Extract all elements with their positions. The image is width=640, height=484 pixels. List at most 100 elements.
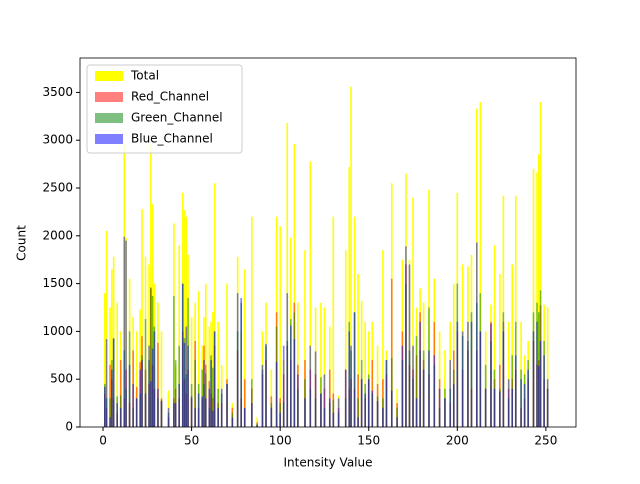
bar [332, 412, 335, 427]
bar [470, 321, 473, 427]
bar [328, 369, 331, 427]
y-tick-label: 2000 [42, 228, 73, 242]
bar [479, 331, 482, 427]
bar [183, 342, 186, 427]
bar [105, 339, 108, 427]
bar [125, 240, 127, 427]
y-tick-label: 0 [65, 420, 73, 434]
bar [240, 297, 242, 427]
bar [309, 161, 312, 427]
bar [320, 302, 322, 427]
x-tick-label: 250 [534, 434, 557, 448]
bar [109, 417, 111, 427]
bar [490, 323, 492, 427]
bar [456, 321, 459, 427]
bar [139, 369, 142, 427]
bar [178, 383, 180, 427]
y-tick-label: 3000 [42, 133, 73, 147]
y-tick-label: 2500 [42, 181, 73, 195]
bar [217, 321, 219, 427]
bar [197, 291, 200, 427]
bar [212, 367, 214, 427]
bar [461, 331, 464, 427]
bar [546, 307, 549, 427]
bar [213, 331, 216, 427]
bar [185, 326, 188, 427]
bar [217, 407, 219, 427]
bar [187, 345, 189, 427]
bar [104, 293, 106, 427]
bar [357, 398, 359, 427]
bar [536, 321, 538, 427]
bar [160, 401, 163, 427]
legend-label: Red_Channel [131, 90, 209, 104]
bar [364, 393, 366, 427]
y-axis-label: Count [15, 225, 29, 261]
legend-label: Total [130, 69, 159, 83]
bar [141, 360, 143, 427]
bar [332, 216, 335, 427]
bar [201, 396, 204, 427]
bar [344, 250, 347, 427]
bar [282, 345, 285, 427]
bar [412, 345, 414, 427]
bar [174, 360, 177, 427]
bar [119, 360, 122, 427]
bar [511, 388, 514, 427]
bar [151, 348, 154, 427]
bar [293, 144, 296, 428]
legend-swatch [95, 92, 123, 102]
bar [433, 355, 436, 427]
bar [160, 331, 163, 427]
x-tick-label: 0 [99, 434, 107, 448]
bar [499, 391, 501, 427]
bar [502, 331, 505, 427]
y-tick-label: 3500 [42, 85, 73, 99]
bar [314, 351, 317, 427]
bar [532, 331, 535, 427]
bar [390, 278, 393, 427]
bar [116, 403, 118, 427]
bar [174, 403, 177, 427]
bar [144, 393, 147, 427]
bar [157, 388, 159, 427]
bar [150, 381, 152, 427]
plot-frame [79, 57, 577, 428]
x-tick-label: 200 [446, 434, 469, 448]
bar [309, 345, 312, 427]
bar [213, 183, 216, 427]
bar [546, 379, 549, 427]
y-tick-label: 1000 [42, 324, 73, 338]
bar [422, 369, 425, 427]
bar [357, 417, 359, 427]
bar [279, 226, 281, 427]
bar [204, 283, 207, 427]
bar [412, 197, 414, 427]
bar [183, 209, 186, 427]
bar [173, 403, 175, 427]
bar [243, 407, 246, 427]
bar [178, 245, 180, 427]
bar [539, 340, 542, 427]
bar [527, 369, 529, 427]
bar [390, 390, 393, 427]
bar [304, 398, 306, 427]
bar [226, 383, 228, 427]
bar [148, 345, 150, 427]
bar [523, 383, 526, 427]
bar [367, 379, 370, 427]
bar [357, 274, 359, 427]
legend-swatch [95, 113, 123, 123]
bar [415, 398, 418, 427]
bar [493, 245, 496, 427]
bar [520, 379, 522, 427]
bar [337, 398, 340, 427]
bar [112, 338, 115, 427]
legend-label: Green_Channel [131, 111, 223, 125]
x-tick-label: 150 [357, 434, 380, 448]
bar [290, 325, 292, 427]
bar [484, 388, 487, 427]
bar [265, 343, 267, 427]
bar [275, 361, 278, 427]
